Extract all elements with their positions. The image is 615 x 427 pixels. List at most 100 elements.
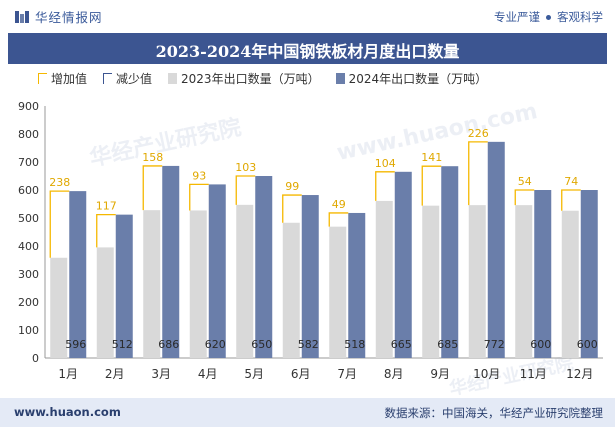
legend-swatch-increase [38,73,47,84]
bar-2023 [236,204,254,358]
bar-2023 [561,210,579,358]
x-tick-label: 12月 [566,367,593,381]
bar-2024 [441,166,459,358]
dot-icon [546,14,551,20]
difference-label: 104 [375,157,396,170]
bar-2024-value: 620 [205,338,226,351]
brand[interactable]: 华经情报网 [14,7,103,26]
x-tick-label: 6月 [291,367,311,381]
y-tick-label: 300 [18,268,39,281]
difference-marker [189,183,209,211]
y-tick-label: 900 [18,100,39,113]
legend-swatch-2023 [168,73,178,84]
legend-swatch-decrease [103,73,113,84]
x-tick-label: 10月 [473,367,500,381]
bar-2023 [422,205,440,358]
brand-logo-icon [15,10,29,23]
legend-label-2024: 2024年出口数量（万吨） [348,72,488,86]
bar-2023 [143,210,161,358]
difference-label: 141 [421,151,442,164]
difference-marker [235,175,256,205]
bar-2024-value: 600 [530,338,551,351]
legend-label-2023: 2023年出口数量（万吨） [181,72,320,86]
bar-2024 [394,171,412,358]
legend-item-decrease: 减少值 [103,70,152,87]
chart-legend: 增加值 减少值 2023年出口数量（万吨） 2024年出口数量（万吨） [38,70,487,87]
brand-name: 华经情报网 [35,10,103,25]
title-bar: 2023-2024年中国钢铁板材月度出口数量 [8,33,607,64]
legend-item-2023: 2023年出口数量（万吨） [168,70,320,87]
bar-2024-value: 650 [251,338,272,351]
difference-label: 226 [468,127,489,140]
difference-marker [49,190,70,258]
bar-2023 [329,226,347,358]
bar-2023 [189,210,207,358]
bar-2024 [348,212,366,358]
difference-label: 103 [235,161,256,174]
difference-marker [421,165,442,206]
legend-label-decrease: 减少值 [116,72,153,86]
difference-marker [468,141,488,206]
x-tick-label: 9月 [430,367,450,381]
bar-2024 [580,190,598,358]
bar-2023 [282,222,300,358]
bar-2024-value: 518 [344,338,365,351]
bar-2023 [50,257,68,358]
legend-item-2024: 2024年出口数量（万吨） [335,70,488,87]
x-tick-label: 5月 [244,367,264,381]
top-bar: 华经情报网 专业严谨 客观科学 [0,0,615,31]
tagline: 专业严谨 客观科学 [494,9,603,25]
y-tick-label: 800 [18,128,39,141]
difference-marker [142,165,163,211]
difference-label: 93 [192,169,206,182]
x-tick-label: 8月 [384,367,404,381]
bar-2024-value: 685 [437,338,458,351]
tagline-1: 专业严谨 [494,10,540,24]
y-tick-label: 500 [18,212,39,225]
bar-2024 [208,184,226,358]
difference-label: 74 [564,175,578,188]
bar-2024-value: 686 [158,338,179,351]
bar-2024-value: 600 [577,338,598,351]
footer: www.huaon.com 数据来源：中国海关，华经产业研究院整理 [0,398,615,427]
legend-swatch-2024 [335,73,345,84]
difference-label: 158 [142,151,163,164]
y-tick-label: 0 [32,352,39,365]
bar-2024-value: 772 [484,338,505,351]
footer-website[interactable]: www.huaon.com [14,405,121,419]
bar-2024-value: 596 [65,338,86,351]
difference-label: 54 [518,175,532,188]
bar-2024 [115,214,133,358]
bar-2024-value: 512 [112,338,133,351]
bar-2023 [375,200,393,358]
y-tick-label: 100 [18,324,39,337]
bar-2024-value: 665 [391,338,412,351]
difference-marker [514,189,535,206]
y-tick-label: 400 [18,240,39,253]
x-tick-label: 11月 [520,367,547,381]
difference-marker [96,213,116,248]
x-tick-label: 4月 [198,367,218,381]
difference-marker [282,194,302,223]
difference-label: 49 [332,198,346,211]
x-tick-label: 3月 [151,367,171,381]
bar-2024-value: 582 [298,338,319,351]
difference-marker [375,171,395,201]
bar-2023 [96,247,114,358]
bar-2024 [69,191,87,358]
bar-2024 [534,190,552,358]
difference-label: 99 [285,180,299,193]
difference-label: 117 [96,200,117,213]
y-tick-label: 200 [18,296,39,309]
legend-label-increase: 增加值 [51,72,88,86]
x-tick-label: 7月 [337,367,357,381]
bar-2024 [301,195,319,358]
bar-2024 [255,176,273,358]
difference-marker [561,189,581,211]
y-tick-label: 700 [18,156,39,169]
difference-marker [328,212,349,227]
y-tick-label: 600 [18,184,39,197]
bar-2023 [515,205,533,358]
legend-item-increase: 增加值 [38,70,87,87]
